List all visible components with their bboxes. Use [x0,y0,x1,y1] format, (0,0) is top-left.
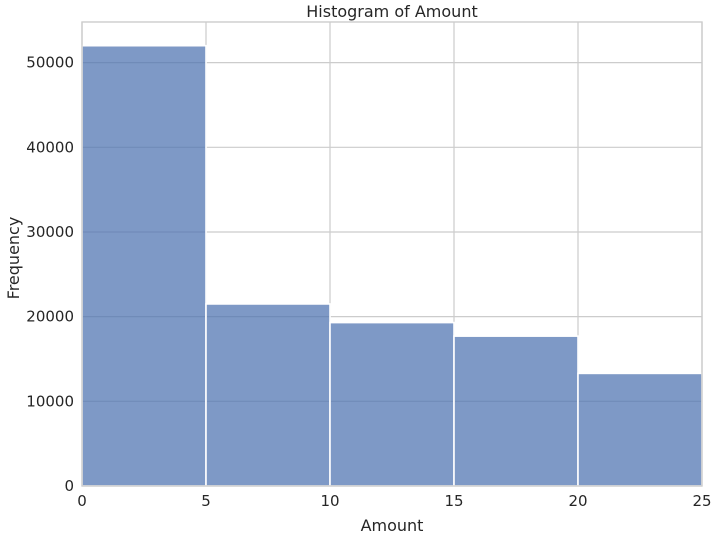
histogram-bar-4 [577,372,703,487]
x-tick-label: 25 [692,492,711,510]
x-tick-label: 0 [77,492,87,510]
x-tick-label: 5 [201,492,211,510]
y-tick-label: 40000 [26,138,74,156]
histogram-bars [81,44,703,487]
x-axis-label: Amount [361,516,424,535]
histogram-bar-1 [205,303,331,487]
histogram-bar-3 [453,335,579,487]
plot-border [81,21,703,487]
y-tick-label: 50000 [26,54,74,72]
y-tick-label: 20000 [26,308,74,326]
x-tick-labels: 0 5 10 15 20 25 [77,492,711,510]
x-tick-label: 20 [568,492,587,510]
x-tick-label: 10 [320,492,339,510]
y-tick-label: 0 [64,477,74,495]
chart-title: Histogram of Amount [306,2,477,21]
y-tick-labels: 0 10000 20000 30000 40000 50000 [26,54,74,495]
plot-frame [81,21,703,487]
histogram-bar-0 [81,44,207,487]
y-tick-label: 10000 [26,392,74,410]
histogram-bar-2 [329,321,455,487]
y-tick-label: 30000 [26,223,74,241]
y-axis-label: Frequency [4,217,23,300]
x-tick-label: 15 [444,492,463,510]
